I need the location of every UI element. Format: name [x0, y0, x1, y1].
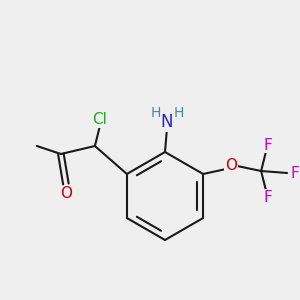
Text: F: F	[264, 190, 272, 205]
Text: H: H	[174, 106, 184, 120]
Text: Cl: Cl	[92, 112, 107, 128]
Text: N: N	[161, 113, 173, 131]
Text: H: H	[151, 106, 161, 120]
Text: F: F	[291, 166, 299, 181]
Text: F: F	[264, 137, 272, 152]
Text: O: O	[225, 158, 237, 173]
Text: O: O	[60, 187, 72, 202]
